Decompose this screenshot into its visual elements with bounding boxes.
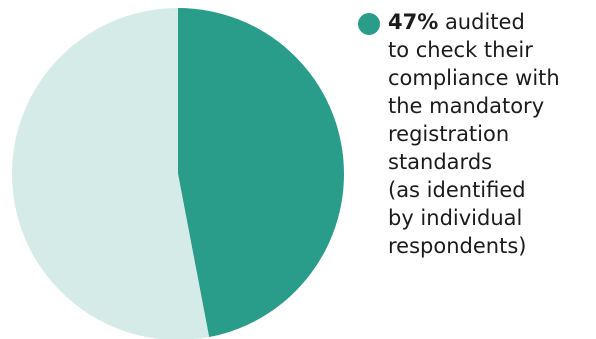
pie-slice-1: [12, 8, 210, 339]
legend-percent: 47%: [388, 10, 439, 34]
legend-description: audited to check their compliance with t…: [388, 10, 560, 258]
legend-swatch: [358, 13, 380, 35]
pie-slice-0: [178, 8, 344, 338]
legend-label: 47% audited to check their compliance wi…: [388, 8, 592, 260]
pie-chart: [12, 8, 344, 339]
legend: 47% audited to check their compliance wi…: [356, 8, 592, 260]
